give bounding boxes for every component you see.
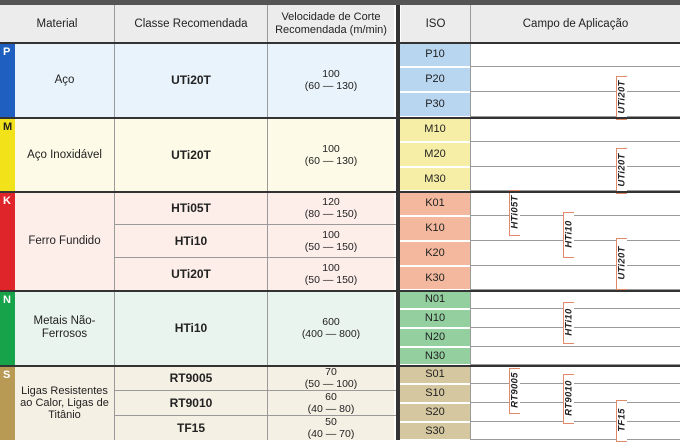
- iso-cell: N20: [400, 329, 470, 347]
- grade-range-label: HTi10: [563, 308, 575, 336]
- application-row-line: [471, 190, 680, 191]
- speed-s-1: 70 (50 — 100): [268, 366, 394, 390]
- group-band-p: P: [0, 43, 15, 117]
- material-p: Aço: [15, 43, 114, 117]
- application-row-line: [471, 91, 680, 92]
- application-row-line: [471, 421, 680, 422]
- application-row-line: [471, 240, 680, 241]
- grade-range-label: RT9005: [509, 372, 521, 408]
- iso-cell: M30: [400, 168, 470, 191]
- grade-p: UTi20T: [115, 43, 267, 117]
- grade-range-label: RT9010: [563, 380, 575, 416]
- header-material: Material: [0, 5, 114, 43]
- grade-range-tag: TF15: [616, 400, 630, 442]
- iso-cell: K01: [400, 192, 470, 216]
- application-row-line: [471, 289, 680, 290]
- grade-s-1: RT9005: [115, 366, 267, 390]
- application-row-line: [471, 141, 680, 142]
- header-campo: Campo de Aplicação: [471, 5, 680, 43]
- grade-range-label: UTi20T: [616, 153, 628, 187]
- application-row-line: [471, 364, 680, 365]
- grade-range-tag: UTi20T: [616, 76, 630, 120]
- speed-p: 100 (60 — 130): [268, 43, 394, 117]
- application-row-line: [471, 383, 680, 384]
- iso-cell: M10: [400, 118, 470, 142]
- application-row-line: [471, 166, 680, 167]
- grade-s-3: TF15: [115, 416, 267, 440]
- iso-cell: S20: [400, 404, 470, 422]
- grade-s-2: RT9010: [115, 391, 267, 415]
- group-band-s: S: [0, 366, 15, 440]
- grade-m: UTi20T: [115, 118, 267, 192]
- application-row-line: [471, 402, 680, 403]
- material-k: Ferro Fundido: [15, 192, 114, 290]
- grade-range-tag: RT9010: [563, 374, 577, 424]
- application-row-line: [471, 215, 680, 216]
- header-velocidade: Velocidade de Corte Recomendada (m/min): [268, 5, 394, 43]
- application-row-line: [471, 265, 680, 266]
- speed-m: 100 (60 — 130): [268, 118, 394, 192]
- iso-cell: K30: [400, 267, 470, 290]
- iso-cell: P10: [400, 43, 470, 67]
- iso-cell: S30: [400, 423, 470, 440]
- iso-cell: P20: [400, 68, 470, 92]
- application-row-line: [471, 346, 680, 347]
- iso-cell: N30: [400, 348, 470, 365]
- application-row-line: [471, 308, 680, 309]
- iso-cell: N01: [400, 291, 470, 309]
- group-band-n: N: [0, 291, 15, 365]
- grade-k-2: HTi10: [115, 225, 267, 257]
- speed-n: 600 (400 — 800): [268, 291, 394, 365]
- material-m: Aço Inoxidável: [15, 118, 114, 192]
- iso-cell: M20: [400, 143, 470, 167]
- grade-range-label: HTi05T: [509, 195, 521, 229]
- application-row-line: [471, 66, 680, 67]
- grade-range-label: UTi20T: [616, 80, 628, 114]
- speed-s-2: 60 (40 — 80): [268, 391, 394, 415]
- application-row-line: [471, 116, 680, 117]
- grade-range-tag: HTi10: [563, 212, 577, 258]
- group-band-m: M: [0, 118, 15, 192]
- iso-cell: N10: [400, 310, 470, 328]
- iso-cell: K20: [400, 242, 470, 266]
- header-classe: Classe Recomendada: [115, 5, 267, 43]
- grade-k-1: HTi05T: [115, 192, 267, 224]
- application-row-line: [471, 327, 680, 328]
- iso-cell: K10: [400, 217, 470, 241]
- header-iso: ISO: [401, 5, 470, 43]
- iso-cell: S10: [400, 385, 470, 403]
- iso-cell: P30: [400, 93, 470, 117]
- grade-range-tag: UTi20T: [616, 148, 630, 194]
- grade-range-tag: HTi10: [563, 302, 577, 344]
- material-n: Metais Não-Ferrosos: [15, 291, 114, 365]
- speed-k-3: 100 (50 — 150): [268, 258, 394, 290]
- iso-cell: S01: [400, 366, 470, 384]
- group-band-k: K: [0, 192, 15, 290]
- top-bar: [0, 0, 680, 5]
- grade-range-tag: HTi05T: [509, 190, 523, 236]
- speed-k-2: 100 (50 — 150): [268, 225, 394, 257]
- grade-k-3: UTi20T: [115, 258, 267, 290]
- speed-k-1: 120 (80 — 150): [268, 192, 394, 224]
- grade-range-label: TF15: [616, 408, 628, 432]
- grade-range-label: UTi20T: [616, 246, 628, 280]
- speed-s-3: 50 (40 — 70): [268, 416, 394, 440]
- material-s: Ligas Resistentes ao Calor, Ligas de Tit…: [15, 366, 114, 440]
- grade-n: HTi10: [115, 291, 267, 365]
- grade-range-tag: UTi20T: [616, 238, 630, 290]
- grade-range-tag: RT9005: [509, 368, 523, 414]
- grade-range-label: HTi10: [563, 220, 575, 248]
